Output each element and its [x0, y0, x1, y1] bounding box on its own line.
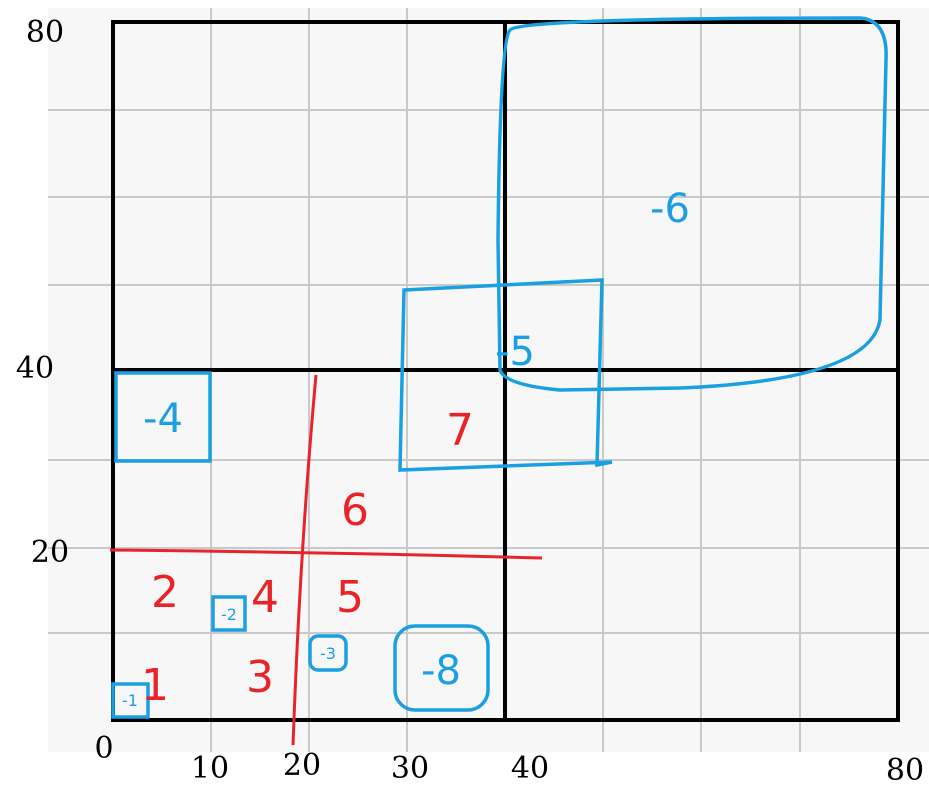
box-label: -5 [495, 329, 535, 375]
quadrant-lines [111, 20, 900, 722]
box-label: -6 [650, 186, 690, 232]
x-axis-label: 30 [391, 751, 429, 786]
y-axis-label: 40 [16, 351, 54, 386]
y-axis-label: 20 [31, 535, 69, 570]
box-label: -3 [320, 644, 336, 663]
region-label: 1 [141, 660, 169, 711]
region-label: 2 [151, 567, 179, 618]
region-label: 7 [446, 405, 474, 456]
blue-boxes [111, 16, 888, 719]
region-label: 6 [341, 485, 369, 536]
x-axis-label: 40 [511, 751, 549, 786]
region-label: 3 [246, 652, 274, 703]
box-label: -4 [143, 396, 183, 442]
y-axis-label: 80 [26, 15, 64, 50]
x-axis-label: 20 [283, 748, 321, 783]
region-label: 4 [251, 572, 279, 623]
x-axis-label: 10 [191, 751, 229, 786]
region-label: 5 [336, 572, 364, 623]
box-label: -1 [122, 691, 138, 710]
box-label: -2 [221, 605, 237, 624]
box-label: -8 [421, 648, 461, 694]
grid [48, 8, 929, 752]
x-axis-label: 80 [886, 753, 924, 788]
grid-background [48, 8, 929, 752]
x-axis-label: 0 [94, 731, 113, 766]
red-lines [109, 374, 543, 746]
